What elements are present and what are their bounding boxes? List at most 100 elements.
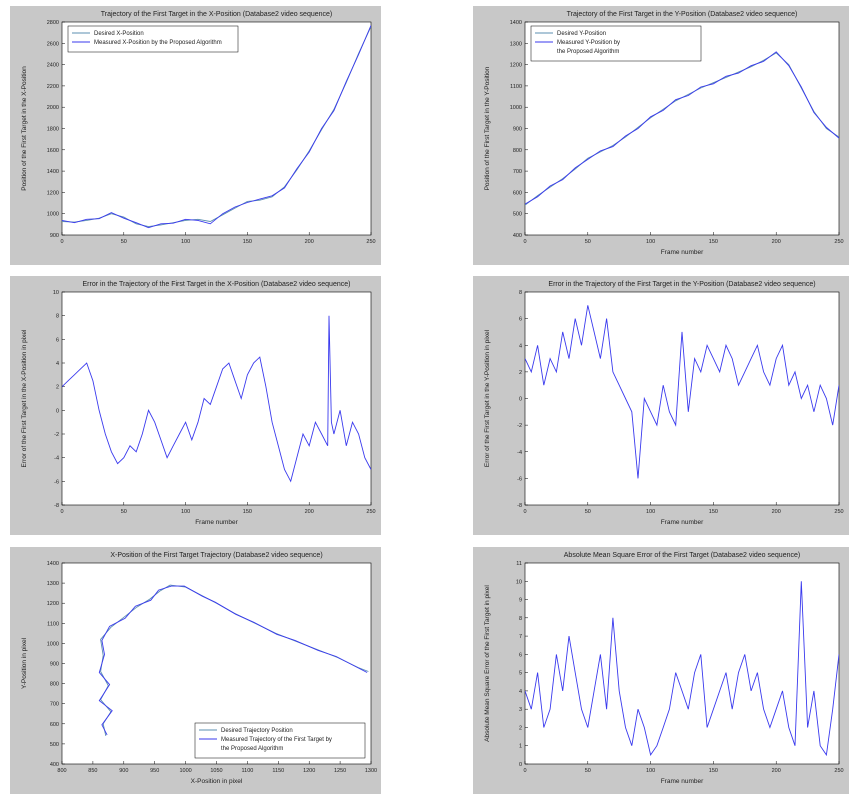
x-tick-label: 50 xyxy=(585,509,591,515)
y-tick-label: 2600 xyxy=(47,41,59,47)
legend-label: Measured X-Position by the Proposed Algo… xyxy=(94,40,222,46)
x-tick-label: 200 xyxy=(772,768,781,774)
x-tick-label: 250 xyxy=(834,768,843,774)
y-tick-label: 4 xyxy=(519,343,522,349)
chart-title: Absolute Mean Square Error of the First … xyxy=(564,552,800,559)
x-tick-label: 850 xyxy=(88,768,97,774)
y-tick-label: -2 xyxy=(517,423,522,429)
y-axis-label: Position of the First Target in the Y-Po… xyxy=(484,66,491,190)
y-tick-label: 1 xyxy=(519,744,522,750)
y-tick-label: 1200 xyxy=(47,190,59,196)
y-tick-label: 900 xyxy=(50,662,59,668)
y-tick-label: 2 xyxy=(56,385,59,391)
x-tick-label: 250 xyxy=(366,509,375,515)
y-tick-label: 400 xyxy=(513,233,522,239)
x-tick-label: 1150 xyxy=(272,768,284,774)
y-tick-label: 0 xyxy=(56,408,59,414)
legend-label: Measured Y-Position by xyxy=(557,40,620,46)
y-tick-label: 2800 xyxy=(47,20,59,26)
chart-panel-xy-trajectory: X-Position of the First Target Trajector… xyxy=(10,547,381,794)
y-axis-label: Y-Position in pixel xyxy=(21,637,28,689)
x-axis-label: X-Position in pixel xyxy=(191,778,243,785)
x-tick-label: 0 xyxy=(523,509,526,515)
y-tick-label: 1000 xyxy=(47,212,59,218)
y-tick-label: 800 xyxy=(50,682,59,688)
y-axis-label: Error of the First Target in the Y-Posit… xyxy=(484,329,491,467)
y-tick-label: 1800 xyxy=(47,127,59,133)
y-tick-label: 8 xyxy=(56,314,59,320)
y-tick-label: 2400 xyxy=(47,63,59,69)
y-tick-label: 0 xyxy=(519,762,522,768)
x-tick-label: 100 xyxy=(646,768,655,774)
chart-svg-mse: Absolute Mean Square Error of the First … xyxy=(484,552,844,785)
y-tick-label: 500 xyxy=(50,742,59,748)
chart-panel-y-error: Error in the Trajectory of the First Tar… xyxy=(473,276,849,535)
x-tick-label: 200 xyxy=(305,239,314,245)
chart-title: Trajectory of the First Target in the Y-… xyxy=(567,11,798,18)
chart-svg-x-trajectory: Trajectory of the First Target in the X-… xyxy=(21,11,376,245)
y-tick-label: -6 xyxy=(517,476,522,482)
chart-panel-x-error: Error in the Trajectory of the First Tar… xyxy=(10,276,381,535)
x-tick-label: 1250 xyxy=(334,768,346,774)
chart-svg-x-error: Error in the Trajectory of the First Tar… xyxy=(21,281,376,526)
x-tick-label: 150 xyxy=(709,768,718,774)
x-tick-label: 150 xyxy=(243,509,252,515)
legend-box xyxy=(530,25,702,62)
y-tick-label: -6 xyxy=(54,479,59,485)
y-tick-label: 3 xyxy=(519,707,522,713)
x-tick-label: 1000 xyxy=(179,768,191,774)
legend-label: Measured Trajectory of the First Target … xyxy=(221,737,332,743)
x-tick-label: 250 xyxy=(366,239,375,245)
series-line-1 xyxy=(525,51,839,205)
chart-panel-x-trajectory: Trajectory of the First Target in the X-… xyxy=(10,6,381,265)
y-tick-label: 6 xyxy=(519,652,522,658)
y-tick-label: -4 xyxy=(517,450,522,456)
y-tick-label: 1300 xyxy=(510,41,522,47)
y-tick-label: 10 xyxy=(53,290,59,296)
y-tick-label: 1100 xyxy=(510,84,522,90)
y-tick-label: 1400 xyxy=(510,20,522,26)
legend-label: the Proposed Algorithm xyxy=(221,746,283,752)
legend-label: the Proposed Algorithm xyxy=(557,49,619,55)
x-tick-label: 200 xyxy=(772,239,781,245)
legend-box xyxy=(194,722,366,759)
x-tick-label: 50 xyxy=(121,509,127,515)
x-tick-label: 950 xyxy=(150,768,159,774)
x-tick-label: 50 xyxy=(121,239,127,245)
y-tick-label: 1000 xyxy=(47,641,59,647)
y-tick-label: -4 xyxy=(54,456,59,462)
chart-svg-y-trajectory: Trajectory of the First Target in the Y-… xyxy=(484,11,844,256)
y-tick-label: 900 xyxy=(50,233,59,239)
x-tick-label: 1100 xyxy=(241,768,253,774)
y-tick-label: 9 xyxy=(519,598,522,604)
y-tick-label: 4 xyxy=(519,689,522,695)
chart-svg-y-error: Error in the Trajectory of the First Tar… xyxy=(484,281,844,526)
x-tick-label: 200 xyxy=(772,509,781,515)
y-tick-label: 1300 xyxy=(47,581,59,587)
x-tick-label: 1050 xyxy=(210,768,222,774)
y-tick-label: 700 xyxy=(50,702,59,708)
y-tick-label: 7 xyxy=(519,634,522,640)
x-tick-label: 1300 xyxy=(365,768,377,774)
chart-panel-mse: Absolute Mean Square Error of the First … xyxy=(473,547,849,794)
plot-area xyxy=(61,291,372,506)
x-tick-label: 50 xyxy=(585,768,591,774)
x-tick-label: 0 xyxy=(523,768,526,774)
x-tick-label: 100 xyxy=(181,239,190,245)
y-tick-label: 6 xyxy=(519,317,522,323)
x-tick-label: 0 xyxy=(523,239,526,245)
y-tick-label: 8 xyxy=(519,290,522,296)
y-tick-label: 10 xyxy=(516,579,522,585)
x-tick-label: 250 xyxy=(834,239,843,245)
x-axis-label: Frame number xyxy=(661,519,704,526)
x-axis-label: Frame number xyxy=(661,778,704,785)
chart-title: Trajectory of the First Target in the X-… xyxy=(101,11,333,18)
x-tick-label: 200 xyxy=(305,509,314,515)
y-tick-label: 500 xyxy=(513,212,522,218)
y-tick-label: 700 xyxy=(513,169,522,175)
y-tick-label: 1400 xyxy=(47,169,59,175)
y-tick-label: -8 xyxy=(54,503,59,509)
legend-box xyxy=(67,25,239,53)
plot-area xyxy=(61,21,372,236)
x-tick-label: 100 xyxy=(181,509,190,515)
